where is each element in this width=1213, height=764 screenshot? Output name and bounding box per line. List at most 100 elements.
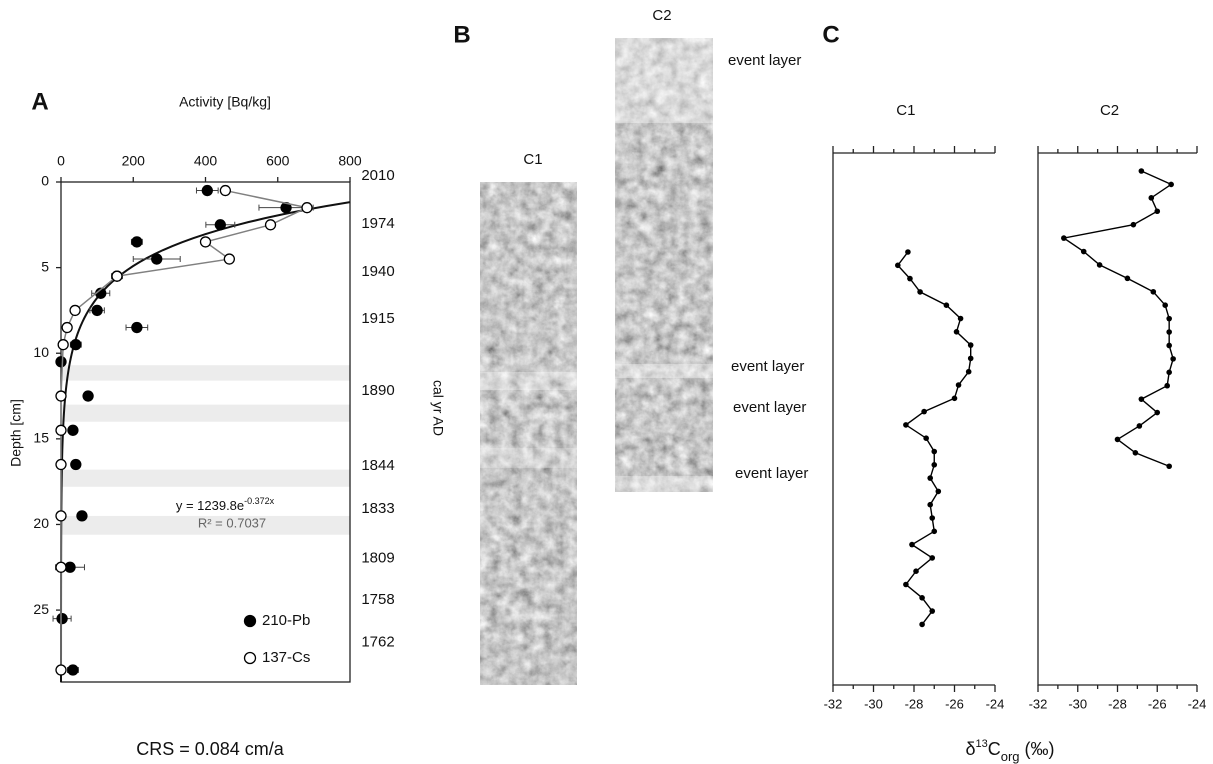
plot-frame — [60, 181, 351, 683]
data-point — [70, 458, 82, 471]
data-point — [70, 339, 82, 351]
data-point — [921, 408, 927, 415]
data-point — [919, 595, 925, 601]
data-point — [201, 184, 213, 197]
data-point — [1154, 409, 1161, 416]
y2-tick-label: 1890 — [361, 382, 394, 399]
data-point — [1124, 275, 1131, 282]
text-part: -0.372x — [244, 496, 275, 506]
core-band — [615, 476, 713, 492]
data-point — [1138, 168, 1145, 174]
y2-tick-label: 1974 — [361, 215, 394, 232]
data-point — [1162, 302, 1168, 309]
data-point — [1132, 450, 1139, 456]
series-line — [896, 251, 972, 625]
data-point — [1166, 329, 1172, 335]
text-part: y = 1239.8e — [176, 498, 244, 513]
series-line — [60, 189, 310, 671]
data-point — [929, 555, 936, 561]
core-images — [480, 38, 713, 685]
data-point — [1164, 382, 1170, 389]
event-layer-label: event layer — [728, 52, 801, 69]
shaded-layer — [61, 404, 350, 422]
data-point — [55, 664, 67, 676]
text-part: 13 — [975, 738, 987, 750]
data-point — [151, 253, 163, 265]
data-point — [1136, 423, 1143, 429]
data-point — [55, 510, 67, 522]
data-point — [913, 568, 919, 574]
x-tick-label: 800 — [338, 153, 362, 169]
y-tick-label: 5 — [41, 258, 49, 274]
x-tick-label: -32 — [824, 696, 843, 711]
data-point — [91, 304, 103, 317]
data-point — [219, 184, 232, 197]
x-tick-label: -32 — [1029, 696, 1048, 711]
data-point — [919, 621, 925, 628]
data-point — [61, 321, 73, 334]
core-label: C1 — [523, 151, 542, 168]
x-tick-label: 0 — [57, 153, 65, 169]
core-label: C2 — [652, 7, 671, 24]
data-point — [55, 458, 67, 471]
text-part: org — [1001, 749, 1020, 764]
data-point — [214, 219, 226, 231]
y-tick-label: 25 — [33, 601, 49, 617]
legend-marker — [243, 614, 257, 628]
data-point — [1080, 248, 1087, 255]
event-layer-label: event layer — [731, 358, 804, 375]
y-tick-label: 0 — [41, 173, 49, 189]
x-tick-label: -26 — [1148, 696, 1167, 711]
y2-tick-label: 1915 — [361, 310, 394, 327]
fit-equation: y = 1239.8e-0.372x — [176, 496, 275, 513]
data-point — [1166, 342, 1172, 349]
data-point — [931, 448, 938, 455]
panel-label: B — [453, 21, 470, 48]
data-point — [931, 462, 938, 468]
data-point — [67, 664, 79, 676]
y-axis-label: Depth [cm] — [8, 399, 24, 467]
data-point — [223, 253, 235, 265]
x-tick-label: -28 — [905, 696, 924, 711]
data-point — [69, 304, 81, 317]
y2-tick-label: 1940 — [361, 263, 394, 280]
shaded-layer — [61, 365, 350, 381]
data-point — [955, 382, 962, 388]
core-image-c1 — [480, 182, 577, 685]
data-point — [935, 488, 942, 495]
panel-title: C1 — [896, 102, 915, 119]
axis-line — [1037, 152, 1197, 686]
series-line — [1062, 170, 1174, 467]
annotation: CRS = 0.084 cm/a — [136, 739, 285, 759]
core-image-c2 — [615, 38, 713, 492]
text-part: C — [988, 739, 1001, 759]
x-tick-label: -24 — [986, 696, 1005, 711]
panel-title: C2 — [1100, 102, 1119, 119]
data-point — [965, 368, 972, 375]
y2-tick-label: 1758 — [361, 591, 394, 608]
data-point — [909, 541, 915, 548]
data-point — [131, 321, 143, 334]
data-point — [943, 302, 950, 309]
core-band — [615, 364, 713, 378]
shaded-layer — [61, 515, 350, 535]
x-tick-label: 200 — [122, 153, 146, 169]
data-point — [55, 561, 67, 573]
data-point — [55, 390, 67, 402]
data-point — [957, 315, 964, 322]
x-axis-label: Activity [Bq/kg] — [179, 94, 271, 110]
data-point — [131, 236, 143, 248]
y2-tick-label: 1844 — [361, 457, 394, 474]
data-point — [111, 270, 123, 282]
y-tick-label: 15 — [33, 430, 49, 446]
data-point — [1148, 195, 1155, 201]
core-band — [615, 38, 713, 123]
data-point — [895, 262, 901, 269]
data-point — [56, 612, 68, 625]
x-tick-label: 600 — [266, 153, 290, 169]
fit-curve — [60, 201, 351, 682]
panel-label: C — [822, 21, 839, 48]
data-point — [57, 339, 69, 351]
x-tick-label: -24 — [1188, 696, 1207, 711]
